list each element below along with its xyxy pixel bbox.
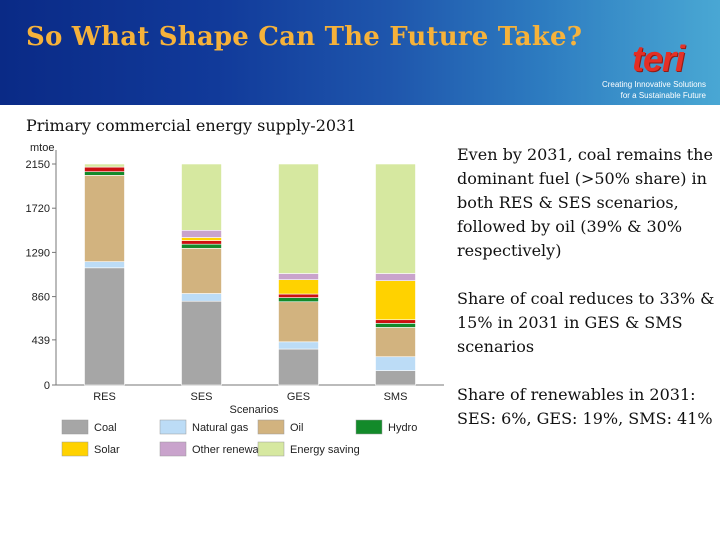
bar-segment: [181, 240, 222, 245]
slide-title: So What Shape Can The Future Take?: [26, 22, 583, 52]
bar-segment: [278, 163, 319, 274]
y-tick-label: 860: [32, 292, 50, 304]
logo-wordmark: teri: [631, 38, 685, 79]
logo-tagline-2: for a Sustainable Future: [620, 91, 706, 100]
bar-segment: [84, 175, 125, 262]
legend-label: Oil: [290, 422, 303, 434]
legend-label: Energy saving: [290, 444, 360, 456]
bar-segment: [278, 293, 319, 298]
y-tick-label: 0: [44, 380, 50, 392]
bullet-1: Even by 2031, coal remains the dominant …: [457, 145, 713, 260]
bar-segment: [375, 356, 416, 371]
bar-segment: [278, 341, 319, 350]
bar-segment: [375, 370, 416, 386]
teri-logo: teri Creating Innovative Solutions for a…: [602, 38, 706, 100]
bar-segment: [375, 319, 416, 324]
bar-segment: [278, 273, 319, 280]
bar-segment: [181, 230, 222, 238]
bar-segment: [181, 237, 222, 241]
bar-segment: [84, 261, 125, 269]
legend-label: Solar: [94, 444, 120, 456]
bullet-list: Even by 2031, coal remains the dominant …: [457, 143, 715, 455]
bar-segment: [181, 293, 222, 302]
legend-swatch: [61, 441, 89, 457]
bar-segment: [375, 327, 416, 358]
bar-segment: [181, 243, 222, 249]
bar-segment: [375, 273, 416, 281]
legend-label: Other renewable: [192, 444, 273, 456]
bar-segment: [278, 279, 319, 295]
bar-segment: [375, 163, 416, 274]
x-tick-label: GES: [287, 391, 310, 403]
bar-segment: [84, 166, 125, 173]
legend-swatch: [61, 419, 89, 435]
bar-segment: [375, 280, 416, 321]
legend-swatch: [159, 419, 187, 435]
x-axis-label: Scenarios: [230, 404, 279, 416]
legend-label: Hydro: [388, 422, 417, 434]
bar-segment: [181, 163, 222, 231]
stacked-bar-chart: mtoe 0 439 860 1290 1720 2150 RES SES GES SMS Scena…: [26, 142, 444, 457]
y-tick-label: 439: [32, 335, 50, 347]
bullet-3: Share of renewables in 2031: SES: 6%, GE…: [457, 385, 713, 428]
bar-segment: [278, 297, 319, 303]
legend-swatch: [257, 441, 285, 457]
logo-tagline-1: Creating Innovative Solutions: [601, 80, 706, 89]
x-tick-label: RES: [93, 391, 116, 403]
bar-segment: [84, 163, 125, 168]
y-tick-label: 1290: [26, 247, 50, 259]
bar-segment: [181, 300, 222, 386]
legend-swatch: [355, 419, 383, 435]
bullet-2: Share of coal reduces to 33% & 15% in 20…: [457, 289, 715, 356]
chart-subtitle: Primary commercial energy supply-2031: [26, 116, 357, 135]
header-banner: So What Shape Can The Future Take? teri …: [0, 0, 720, 105]
legend-label: Coal: [94, 422, 117, 434]
legend-swatch: [257, 419, 285, 435]
bar-segment: [84, 267, 125, 386]
bar-segment: [278, 301, 319, 343]
bar-segment: [278, 348, 319, 386]
x-tick-label: SMS: [384, 391, 408, 403]
bar-segment: [84, 171, 125, 176]
y-axis-label: mtoe: [30, 142, 54, 154]
x-tick-label: SES: [190, 391, 212, 403]
y-tick-label: 1720: [26, 203, 50, 215]
bar-segment: [375, 323, 416, 328]
y-tick-label: 2150: [26, 159, 50, 171]
legend-label: Natural gas: [192, 422, 249, 434]
bar-segment: [181, 247, 222, 294]
legend-swatch: [159, 441, 187, 457]
